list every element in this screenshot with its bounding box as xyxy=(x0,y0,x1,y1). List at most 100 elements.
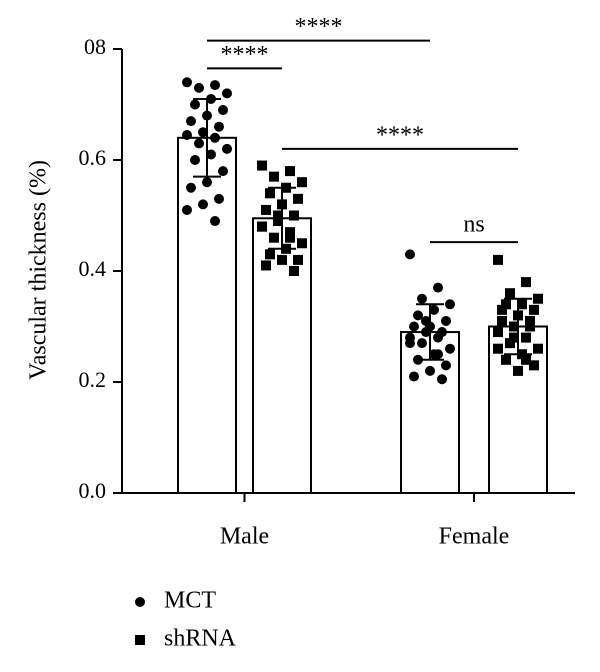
data-point xyxy=(289,210,299,221)
significance-label: **** xyxy=(376,122,424,148)
data-point xyxy=(513,365,523,376)
data-point xyxy=(194,82,204,93)
y-tick-label: 08 xyxy=(84,34,106,59)
data-point xyxy=(198,127,208,138)
data-point xyxy=(445,299,455,310)
data-point xyxy=(297,177,307,188)
data-point xyxy=(521,332,531,343)
data-point xyxy=(425,365,435,376)
data-point xyxy=(525,321,535,332)
data-point xyxy=(222,88,232,99)
data-point xyxy=(405,249,415,260)
data-point xyxy=(493,343,503,354)
data-point xyxy=(421,327,431,338)
y-tick-label: 0.0 xyxy=(79,478,107,503)
data-point xyxy=(285,166,295,177)
bar xyxy=(400,331,460,494)
x-tick-label: Female xyxy=(439,524,510,550)
data-point xyxy=(529,360,539,371)
legend-marker xyxy=(135,635,145,645)
data-point xyxy=(214,121,224,132)
data-point xyxy=(285,232,295,243)
data-point xyxy=(417,293,427,304)
data-point xyxy=(417,338,427,349)
data-point xyxy=(293,254,303,265)
data-point xyxy=(421,315,431,326)
data-point xyxy=(497,315,507,326)
data-point xyxy=(505,338,515,349)
data-point xyxy=(297,238,307,249)
data-point xyxy=(441,360,451,371)
data-point xyxy=(257,221,267,232)
data-point xyxy=(521,354,531,365)
data-point xyxy=(182,130,192,141)
data-point xyxy=(202,177,212,188)
data-point xyxy=(509,321,519,332)
data-point xyxy=(210,216,220,227)
data-point xyxy=(261,204,271,215)
y-tick-label: 0.4 xyxy=(79,256,107,281)
data-point xyxy=(218,105,228,116)
data-point xyxy=(182,77,192,88)
data-point xyxy=(505,288,515,299)
data-point xyxy=(509,332,519,343)
data-point xyxy=(269,171,279,182)
data-point xyxy=(497,304,507,315)
x-tick-label: Male xyxy=(220,524,269,550)
data-point xyxy=(529,304,539,315)
data-point xyxy=(285,227,295,238)
data-point xyxy=(293,193,303,204)
data-point xyxy=(289,266,299,276)
data-point xyxy=(261,260,271,271)
data-point xyxy=(186,182,196,193)
data-point xyxy=(445,343,455,354)
data-point xyxy=(413,310,423,321)
legend-marker xyxy=(135,597,145,607)
data-point xyxy=(409,321,419,332)
data-point xyxy=(218,166,228,177)
significance-label: ns xyxy=(463,212,484,238)
data-point xyxy=(190,155,200,165)
data-point xyxy=(265,249,275,260)
data-point xyxy=(501,299,511,310)
data-point xyxy=(186,116,196,127)
data-point xyxy=(437,374,447,385)
data-point xyxy=(493,254,503,265)
data-point xyxy=(194,138,204,149)
data-point xyxy=(409,371,419,382)
data-point xyxy=(405,338,415,349)
data-point xyxy=(206,149,216,160)
data-point xyxy=(429,304,439,315)
data-point xyxy=(433,332,443,343)
data-point xyxy=(214,193,224,204)
data-point xyxy=(433,349,443,360)
y-axis-label: Vascular thickness (%) xyxy=(26,160,52,380)
data-point xyxy=(525,315,535,326)
data-point xyxy=(517,299,527,310)
data-point xyxy=(273,210,283,221)
data-point xyxy=(210,80,220,91)
data-point xyxy=(533,293,543,304)
data-point xyxy=(441,315,451,326)
data-point xyxy=(269,232,279,243)
data-point xyxy=(493,327,503,338)
data-point xyxy=(210,132,220,143)
data-point xyxy=(257,160,267,171)
data-point xyxy=(277,254,287,265)
data-point xyxy=(198,199,208,210)
data-point xyxy=(222,143,232,154)
data-point xyxy=(433,282,443,293)
legend-label: MCT xyxy=(164,588,216,614)
y-tick-label: 0.2 xyxy=(79,367,107,392)
data-point xyxy=(533,343,543,354)
data-point xyxy=(182,204,192,215)
data-point xyxy=(190,99,200,110)
y-tick-label: 0.6 xyxy=(79,145,107,170)
significance-label: **** xyxy=(221,42,269,68)
data-point xyxy=(521,277,531,288)
data-point xyxy=(273,216,283,227)
data-point xyxy=(501,354,511,365)
bar xyxy=(177,136,237,495)
legend-label: shRNA xyxy=(164,626,237,652)
